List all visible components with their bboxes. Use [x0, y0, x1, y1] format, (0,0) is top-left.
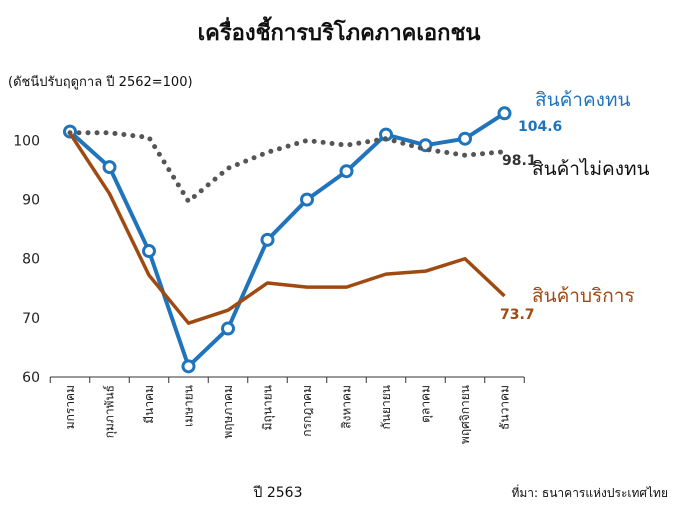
y-tick-label: 60 [22, 370, 40, 386]
legend-label: สินค้าคงทน [535, 89, 630, 111]
x-tick-label: กันยายน [379, 385, 393, 429]
legend-label: สินค้าบริการ [532, 285, 635, 307]
x-tick-label: มิถุนายน [261, 385, 276, 430]
data-point [221, 321, 235, 336]
y-tick-label: 80 [22, 252, 40, 268]
data-point [260, 232, 275, 247]
source-note: ที่มา: ธนาคารแห่งประเทศไทย [511, 484, 668, 500]
data-point [102, 160, 117, 175]
chart-title: เครื่องชี้การบริโภคภาคเอกชน [198, 16, 481, 46]
data-point [339, 164, 354, 179]
x-axis-label: ปี 2563 [253, 485, 302, 501]
data-point [458, 131, 472, 146]
x-tick-label: ธันวาคม [498, 385, 512, 430]
chart-subtitle: (ดัชนีปรับฤดูกาล ปี 2562=100) [8, 74, 193, 90]
series-line [68, 132, 506, 325]
data-point [181, 359, 196, 374]
y-axis: 60 70 80 90 100 [13, 133, 40, 386]
x-tick-label: กุมภาพันธ์ [103, 385, 118, 438]
x-tick-label: เมษายน [182, 385, 196, 427]
x-axis: มกราคม กุมภาพันธ์ มีนาคม เมษายน พฤษภาคม มิถุน… [49, 376, 525, 444]
x-tick-label: มีนาคม [142, 385, 156, 424]
y-tick-label: 70 [22, 311, 40, 327]
x-tick-label: พฤศจิกายน [458, 385, 472, 444]
x-tick-label: พฤษภาคม [221, 385, 235, 439]
data-point [497, 106, 512, 121]
end-value-label: 98.1 [502, 153, 537, 169]
y-tick-label: 100 [13, 133, 40, 149]
series-line [67, 130, 507, 206]
x-tick-label: สิงหาคม [340, 385, 354, 429]
legend-label: สินค้าไม่คงทน [532, 158, 650, 180]
end-value-label: 73.7 [500, 307, 535, 323]
y-tick-label: 90 [22, 193, 40, 209]
x-tick-label: ตุลาคม [419, 385, 434, 423]
data-point [142, 244, 156, 259]
x-tick-label: กรกฎาคม [300, 385, 314, 437]
data-point [300, 192, 314, 207]
end-value-label: 104.6 [518, 119, 562, 135]
x-tick-label: มกราคม [63, 385, 77, 429]
